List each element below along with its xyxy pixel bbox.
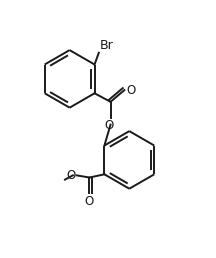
Text: O: O bbox=[67, 169, 76, 182]
Text: O: O bbox=[126, 84, 135, 96]
Text: Br: Br bbox=[100, 39, 114, 52]
Text: O: O bbox=[105, 119, 114, 132]
Text: O: O bbox=[85, 195, 94, 208]
